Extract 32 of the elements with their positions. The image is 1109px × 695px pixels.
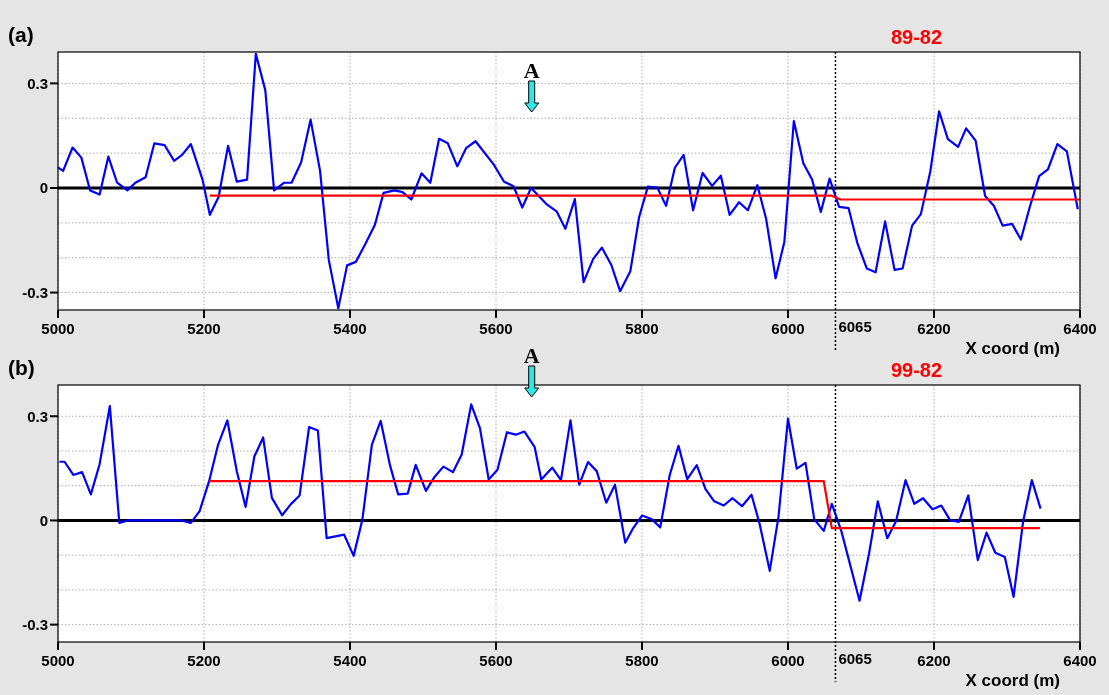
text: (a) [8, 23, 34, 46]
x-tick-label: 5000 [41, 652, 75, 669]
x-tick-label: 5600 [479, 320, 513, 337]
y-tick-label: 0.3 [27, 407, 48, 425]
x-tick-label: 5800 [625, 652, 659, 669]
ref-line-label: 6065 [838, 318, 872, 335]
y-tick-label: 0 [39, 179, 48, 197]
annotation: A [523, 58, 540, 83]
x-tick-label: 6400 [1063, 320, 1097, 337]
text: A [523, 343, 540, 368]
y-tick-label: -0.3 [22, 283, 48, 301]
y-tick-label: 0.3 [27, 74, 48, 92]
ref-line-label: 6065 [838, 650, 872, 667]
text: (b) [8, 356, 35, 379]
y-tick-label: -0.3 [22, 615, 48, 633]
x-tick-label: 6200 [917, 320, 951, 337]
x-tick-label: 6000 [771, 652, 805, 669]
x-tick-label: 5800 [625, 320, 659, 337]
x-axis-title: X coord (m) [965, 339, 1060, 358]
chart-title: 99-82 [890, 359, 943, 381]
x-tick-label: 5200 [187, 320, 221, 337]
chart-title: 89-82 [890, 26, 943, 48]
x-tick-label: 6200 [917, 652, 951, 669]
x-tick-label: 6400 [1063, 652, 1097, 669]
x-tick-label: 5400 [333, 320, 367, 337]
x-axis-title: X coord (m) [965, 671, 1060, 690]
y-tick-label: 0 [39, 511, 48, 529]
x-tick-label: 5600 [479, 652, 513, 669]
x-tick-label: 6000 [771, 320, 805, 337]
x-tick-label: 5400 [333, 652, 367, 669]
x-tick-label: 5200 [187, 652, 221, 669]
x-tick-label: 5000 [41, 320, 75, 337]
